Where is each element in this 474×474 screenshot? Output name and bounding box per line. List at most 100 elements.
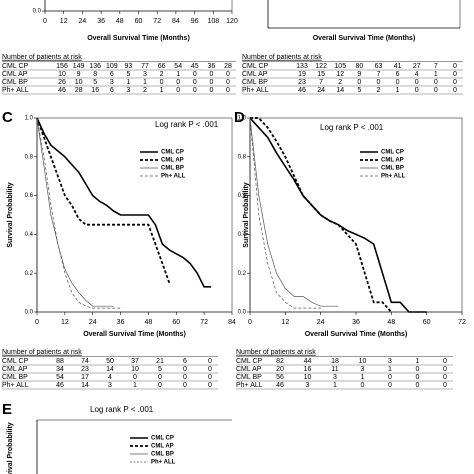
risk-count: 10 [304,374,312,381]
risk-count: 16 [91,87,99,94]
risk-table-title: Number of patients at risk [242,54,322,61]
risk-table-title: Number of patients at risk [2,54,82,61]
risk-row-name: CML CP [2,358,29,365]
x-tick-label: 24 [79,18,87,25]
survival-curve [250,117,392,313]
risk-count: 46 [298,87,306,94]
risk-count: 80 [355,63,363,70]
panel-label: E [2,401,12,418]
legend-label: CML AP [381,158,404,164]
risk-count: 0 [183,374,187,381]
risk-row-name: CML CP [242,63,269,70]
risk-row-name: Ph+ ALL [242,87,269,94]
risk-count: 3 [306,382,310,389]
risk-count: 93 [125,63,133,70]
risk-count: 6 [396,71,400,78]
risk-count: 0 [361,382,365,389]
risk-count: 7 [434,63,438,70]
risk-count: 16 [304,366,312,373]
risk-count: 1 [143,79,147,86]
risk-count: 4 [415,71,419,78]
risk-count: 21 [156,358,164,365]
x-axis-label: Overall Survival Time (Months) [305,331,408,338]
risk-count: 46 [56,382,64,389]
risk-count: 1 [176,71,180,78]
legend-label: Ph+ ALL [161,174,186,180]
risk-count: 0 [434,79,438,86]
risk-count: 109 [106,63,118,70]
risk-count: 0 [415,87,419,94]
risk-count: 3 [110,79,114,86]
risk-count: 6 [183,358,187,365]
x-tick-label: 0 [35,319,39,326]
x-tick-label: 60 [135,18,143,25]
risk-count: 149 [73,63,85,70]
y-tick-label: 0.2 [238,271,247,277]
risk-count: 0 [193,71,197,78]
risk-count: 0 [160,79,164,86]
y-tick-label: 0.0 [25,310,34,316]
survival-curve [36,117,121,309]
risk-count: 0 [193,79,197,86]
risk-count: 37 [131,358,139,365]
risk-count: 3 [143,71,147,78]
y-tick-label: 0.6 [238,193,247,199]
risk-count: 34 [56,366,64,373]
x-tick-label: 84 [172,18,180,25]
risk-count: 0 [434,87,438,94]
risk-count: 0 [208,374,212,381]
risk-count: 12 [336,71,344,78]
risk-count: 3 [388,358,392,365]
risk-count: 0 [453,63,457,70]
x-tick-label: 84 [228,319,236,326]
x-tick-label: 72 [200,319,208,326]
risk-count: 1 [160,87,164,94]
x-tick-label: 108 [207,18,219,25]
y-tick-label: 1.0 [25,116,34,122]
x-tick-label: 24 [89,319,97,326]
risk-count: 0 [396,79,400,86]
x-tick-label: 60 [172,319,180,326]
y-tick-label: 0.4 [238,232,247,238]
y-tick-label: 1.0 [238,116,247,122]
risk-count: 46 [276,382,284,389]
risk-count: 0 [183,382,187,389]
risk-count: 5 [357,87,361,94]
risk-count: 4 [108,374,112,381]
risk-table-title: Number of patients at risk [236,349,316,356]
x-tick-label: 48 [387,319,395,326]
risk-count: 3 [108,382,112,389]
risk-count: 63 [375,63,383,70]
risk-count: 0 [226,87,230,94]
risk-row-name: CML AP [236,366,262,373]
legend-label: CML BP [161,166,184,172]
risk-row-name: CML CP [236,358,263,365]
risk-count: 0 [208,366,212,373]
annotation: Log rank P < .001 [320,123,384,132]
risk-count: 15 [317,71,325,78]
x-tick-label: 12 [60,18,68,25]
risk-count: 27 [413,63,421,70]
risk-count: 0 [208,358,212,365]
risk-count: 10 [131,366,139,373]
risk-count: 1 [361,374,365,381]
x-tick-label: 72 [153,18,161,25]
risk-count: 54 [56,374,64,381]
risk-count: 19 [298,71,306,78]
y-axis-label: Survival Probability [7,422,14,474]
risk-count: 156 [56,63,68,70]
risk-row-name: CML BP [2,374,28,381]
risk-count: 122 [315,63,327,70]
x-tick-label: 36 [352,319,360,326]
survival-curve [249,117,339,307]
risk-count: 10 [359,358,367,365]
risk-count: 1 [388,366,392,373]
risk-row-name: CML AP [242,71,268,78]
risk-row-name: Ph+ ALL [236,382,263,389]
risk-count: 0 [443,374,447,381]
risk-count: 5 [126,71,130,78]
risk-table-title: Number of patients at risk [2,349,82,356]
panel-label: D [234,109,245,126]
risk-count: 5 [93,79,97,86]
